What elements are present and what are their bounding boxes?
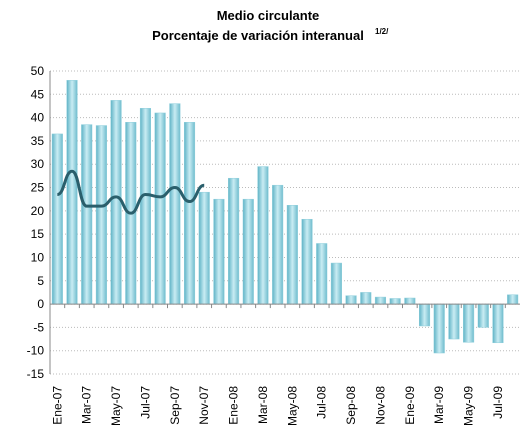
bar	[404, 297, 416, 305]
x-tick-label: Nov-08	[373, 386, 387, 425]
y-tick-label: 30	[31, 157, 45, 171]
bar	[316, 243, 328, 305]
x-tick-label: May-08	[285, 386, 299, 426]
chart-title: Medio circulante	[217, 8, 320, 23]
bar	[374, 296, 387, 305]
bar	[169, 103, 181, 305]
y-tick-label: 50	[31, 64, 45, 78]
bar	[198, 191, 210, 305]
bar	[242, 198, 254, 305]
bar	[507, 294, 519, 305]
bar	[95, 125, 107, 305]
bar	[448, 303, 460, 340]
bar	[433, 303, 445, 354]
x-tick-label: Sep-08	[344, 386, 358, 425]
x-tick-label: Ene-08	[227, 386, 241, 425]
bar	[51, 133, 63, 305]
y-tick-label: -15	[27, 367, 45, 381]
subtitle-note: 1/2/	[375, 27, 389, 36]
y-tick-label: 15	[31, 227, 45, 241]
x-tick-label: Ene-07	[50, 386, 64, 425]
x-tick-label: Ene-09	[403, 386, 417, 425]
bar	[110, 100, 122, 305]
bar	[286, 205, 298, 305]
bar	[345, 295, 357, 305]
x-tick-label: Jul-08	[315, 386, 329, 419]
bar	[418, 303, 431, 327]
bar	[139, 108, 152, 305]
y-tick-label: -10	[27, 344, 45, 358]
x-tick-label: Jul-07	[138, 386, 152, 419]
chart-subtitle: Porcentaje de variación interanual	[152, 28, 364, 43]
x-tick-label: May-07	[109, 386, 123, 426]
bar	[257, 166, 269, 305]
x-tick-label: Mar-07	[80, 386, 94, 424]
bar	[81, 124, 93, 305]
bar	[360, 292, 372, 305]
bar	[389, 298, 401, 305]
y-tick-label: 25	[31, 181, 45, 195]
y-tick-label: 35	[31, 134, 45, 148]
y-tick-label: 45	[31, 87, 45, 101]
x-tick-label: Jul-09	[491, 386, 505, 419]
x-tick-label: Mar-08	[256, 386, 270, 424]
x-tick-label: May-09	[462, 386, 476, 426]
bar	[213, 198, 225, 305]
y-tick-label: 10	[31, 250, 45, 264]
y-tick-label: 0	[37, 297, 44, 311]
y-tick-label: -5	[33, 320, 44, 334]
bar	[492, 303, 504, 344]
bar	[463, 303, 475, 343]
y-tick-label: 20	[31, 204, 45, 218]
y-tick-label: 40	[31, 111, 45, 125]
bar	[477, 303, 489, 328]
line	[56, 169, 205, 215]
bar	[228, 177, 240, 305]
y-tick-label: 5	[37, 274, 44, 288]
bar	[330, 262, 342, 305]
bar	[66, 80, 78, 305]
x-tick-label: Nov-07	[197, 386, 211, 425]
x-tick-label: Mar-09	[432, 386, 446, 424]
x-tick-label: Sep-07	[168, 386, 182, 425]
bar	[301, 218, 313, 305]
bar	[183, 122, 196, 305]
bar	[154, 112, 166, 305]
bar	[272, 184, 284, 305]
